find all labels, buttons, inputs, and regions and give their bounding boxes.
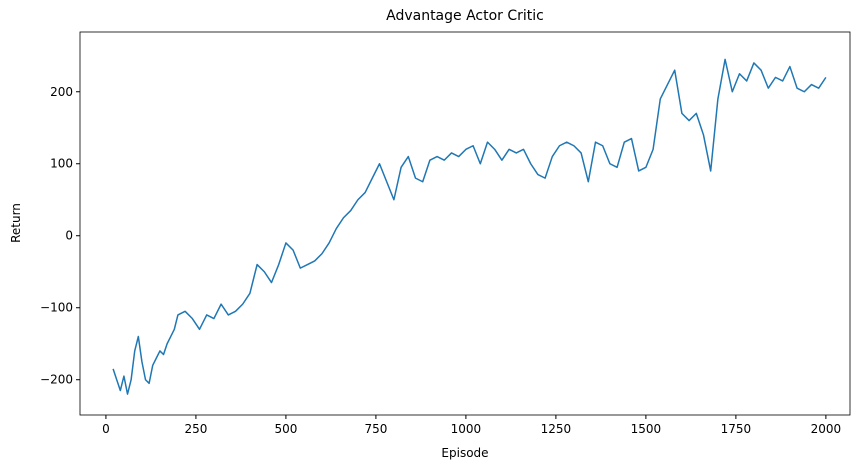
chart-title: Advantage Actor Critic [386, 8, 544, 24]
x-axis-label: Episode [441, 446, 488, 460]
y-tick-label: −100 [40, 301, 73, 315]
y-tick-label: −200 [40, 373, 73, 387]
y-axis-label: Return [9, 203, 23, 243]
x-tick-label: 500 [274, 422, 297, 436]
x-tick-label: 250 [184, 422, 207, 436]
y-tick-label: 200 [50, 85, 73, 99]
x-tick-label: 0 [102, 422, 110, 436]
y-tick-label: 100 [50, 157, 73, 171]
y-tick-label: 0 [65, 229, 73, 243]
x-tick-label: 1750 [721, 422, 752, 436]
x-tick-label: 1000 [451, 422, 482, 436]
x-tick-label: 1500 [631, 422, 662, 436]
x-tick-label: 1250 [541, 422, 572, 436]
x-tick-label: 750 [364, 422, 387, 436]
plot-frame [79, 31, 851, 416]
line-series [112, 58, 827, 395]
x-tick-label: 2000 [811, 422, 842, 436]
